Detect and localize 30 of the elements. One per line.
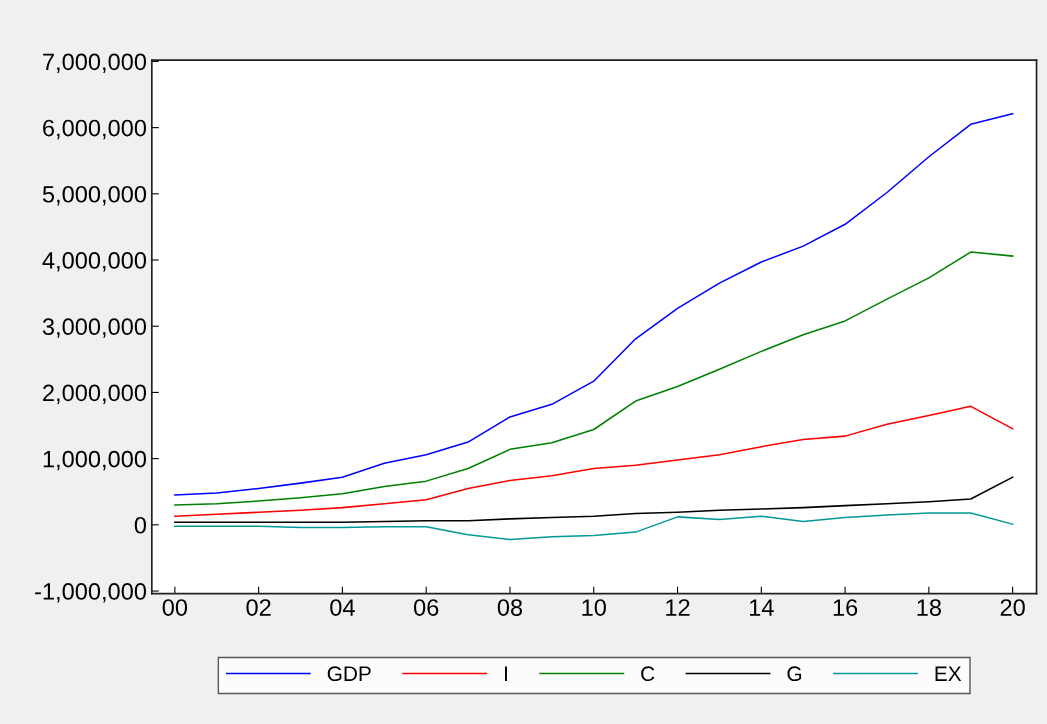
x-tick-label: 14 xyxy=(749,599,774,616)
legend-label: GDP xyxy=(327,666,371,682)
x-tick-label: 18 xyxy=(917,599,941,616)
legend-label: EX xyxy=(935,666,962,681)
line-series xyxy=(174,512,1014,541)
y-tick-label: -1,000,000 xyxy=(35,583,147,603)
y-tick-label: 6,000,000 xyxy=(43,119,147,140)
x-tick-label: 06 xyxy=(413,599,439,616)
y-tick-label: 1,000,000 xyxy=(43,450,147,471)
legend-label: I xyxy=(505,666,507,681)
y-tick-label: 0 xyxy=(134,516,147,534)
y-tick-label: 7,000,000 xyxy=(43,53,147,73)
y-tick-label: 5,000,000 xyxy=(42,185,147,206)
line-series xyxy=(174,251,1014,506)
x-tick-label: 16 xyxy=(833,599,858,616)
y-tick-label: 3,000,000 xyxy=(42,318,147,338)
x-tick-label: 20 xyxy=(1000,599,1025,616)
x-tick-label: 00 xyxy=(162,599,188,616)
x-tick-label: 10 xyxy=(582,599,606,616)
legend-label: C xyxy=(641,666,655,682)
legend-label: G xyxy=(787,666,802,682)
x-tick-label: 02 xyxy=(246,599,271,616)
line-series xyxy=(174,405,1014,517)
line-series xyxy=(174,476,1014,523)
y-tick-label: 2,000,000 xyxy=(43,384,147,404)
line-series xyxy=(174,112,1014,496)
x-tick-label: 12 xyxy=(666,599,690,616)
x-tick-label: 04 xyxy=(330,599,355,616)
x-tick-label: 08 xyxy=(497,599,523,616)
y-tick-label: 4,000,000 xyxy=(42,252,147,272)
